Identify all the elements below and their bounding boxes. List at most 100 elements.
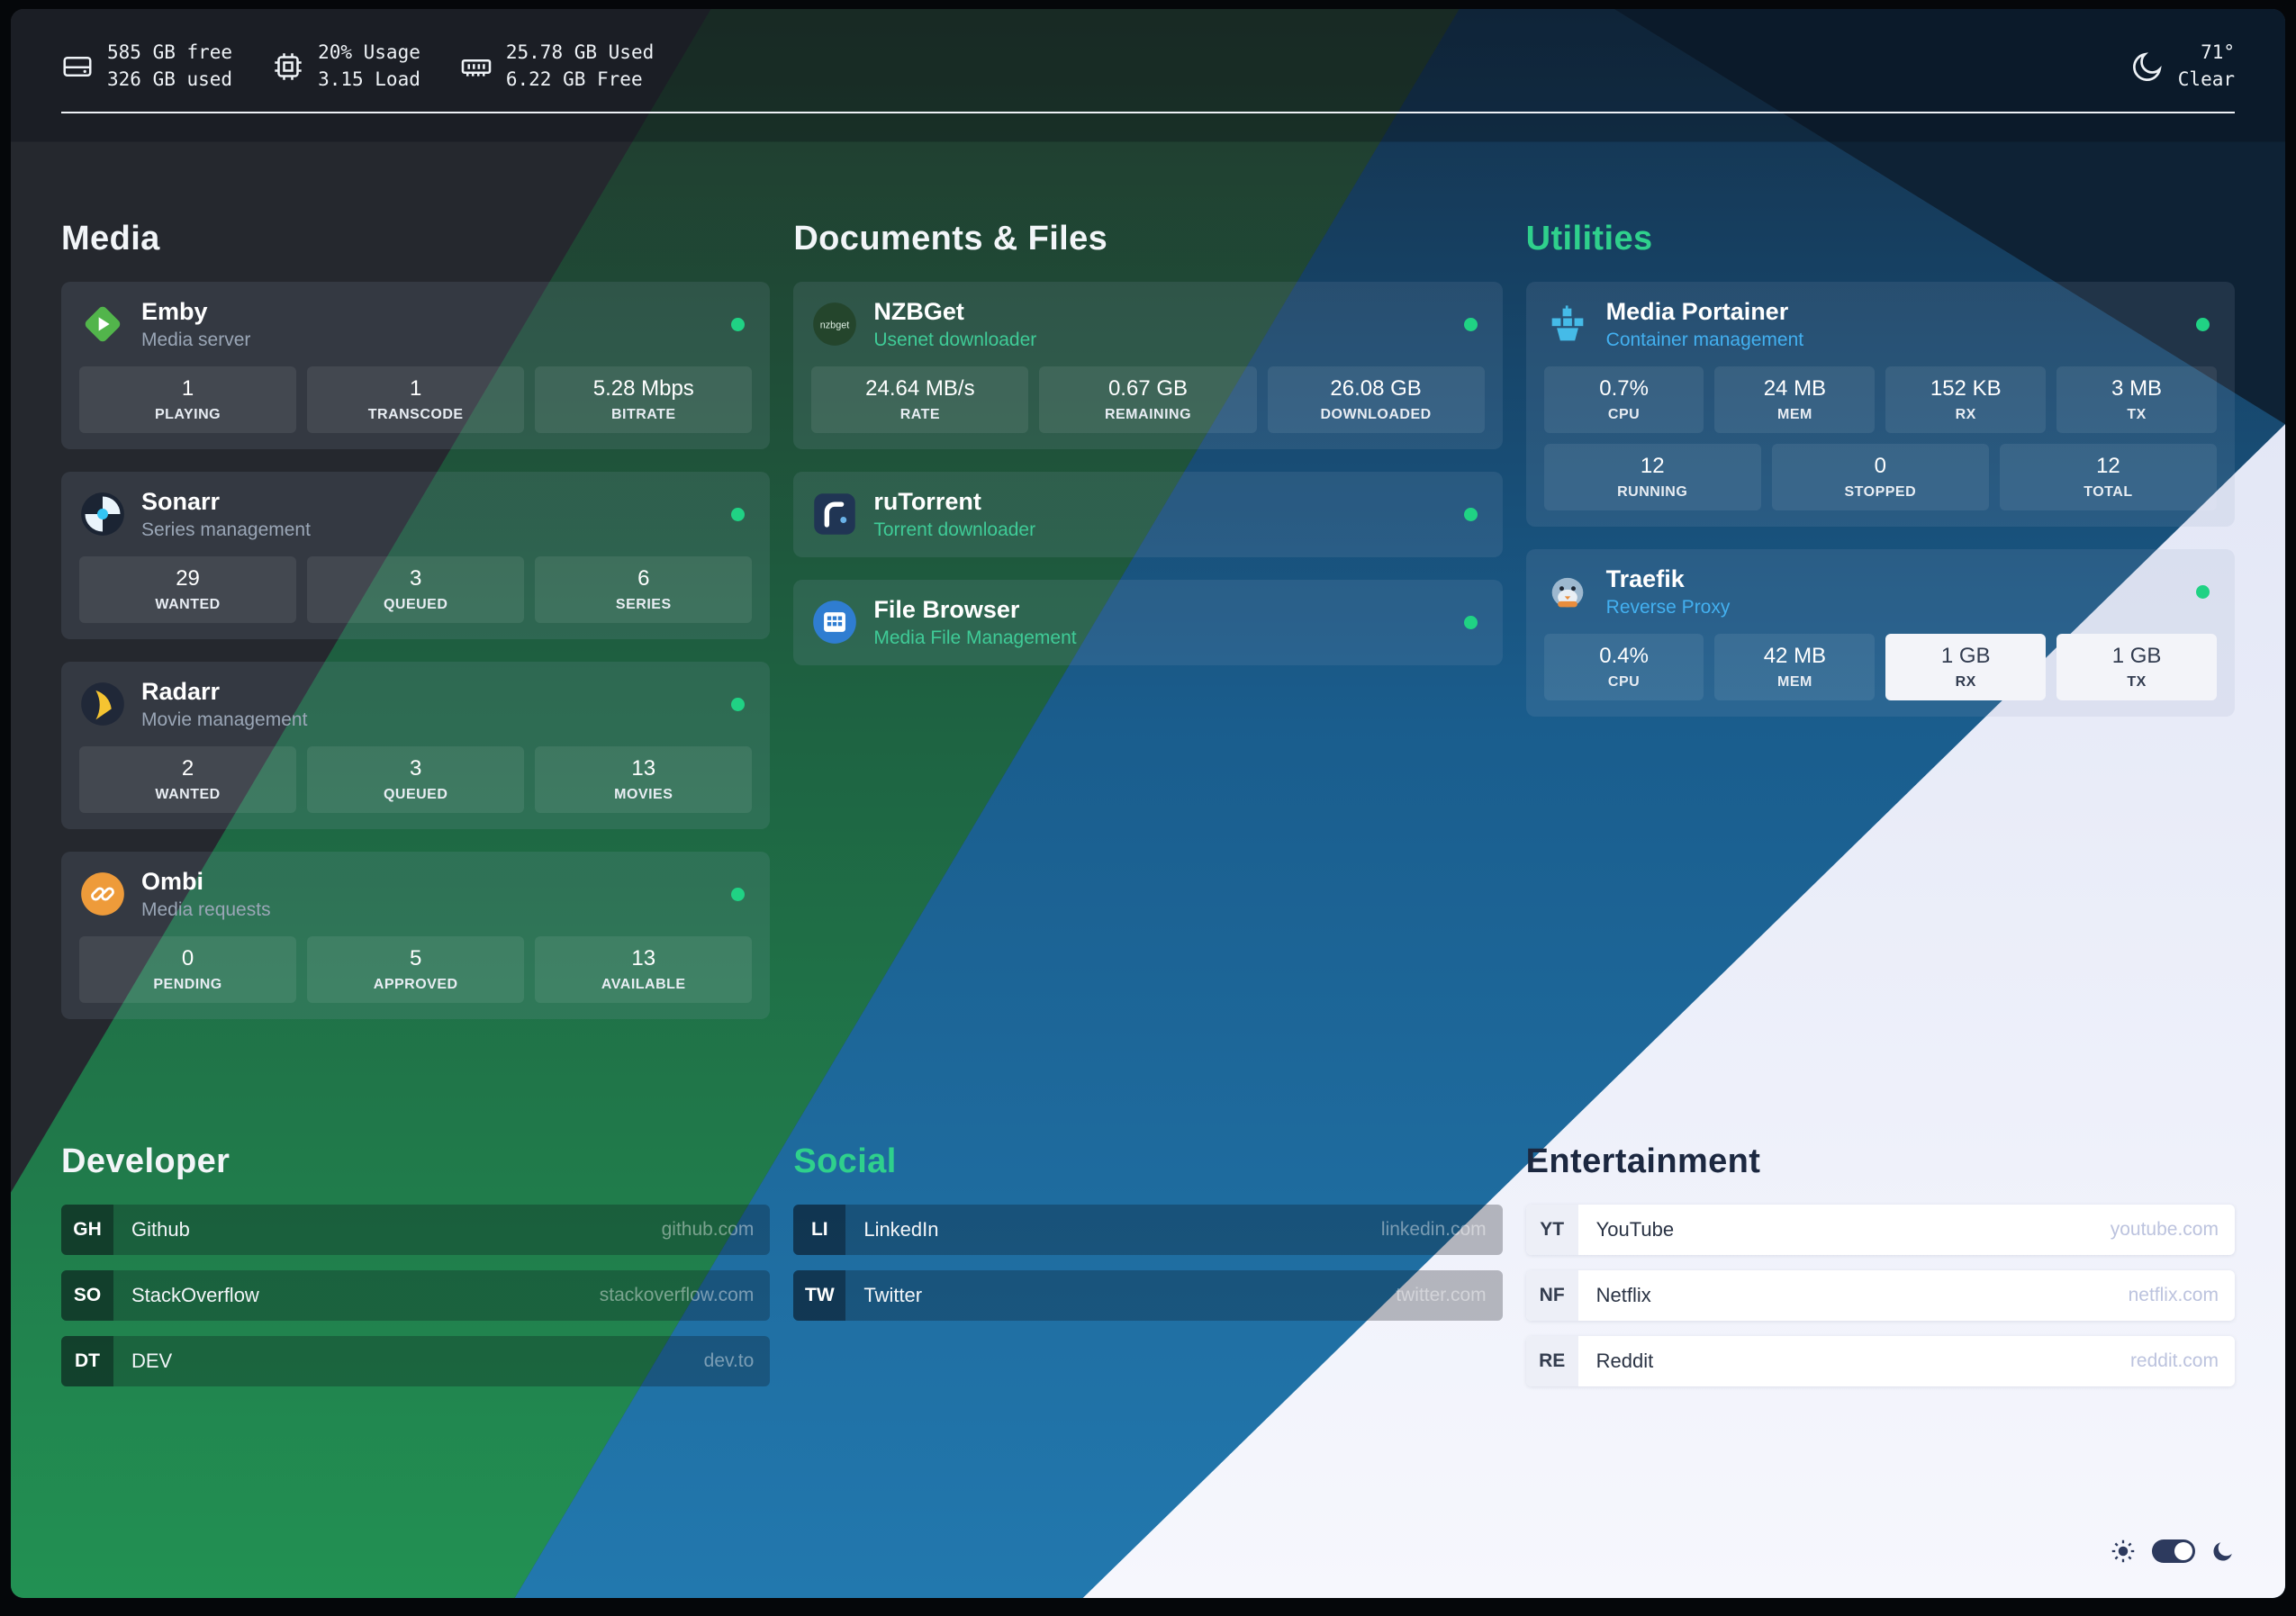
card-header: Emby Media server <box>79 298 752 351</box>
service-name: Sonarr <box>141 487 221 515</box>
service-titles: NZBGet Usenet downloader <box>873 298 1036 351</box>
stat-cpu: 0.7% CPU <box>1543 366 1704 433</box>
service-card-radarr[interactable]: Radarr Movie management 2 WANTED 3 QUEUED <box>61 661 771 829</box>
service-card-nzbget[interactable]: nzbget NZBGet Usenet downloader 24.64 MB… <box>793 281 1503 449</box>
link-tag: YT <box>1525 1204 1578 1255</box>
card-header: Ombi Media requests <box>79 868 752 921</box>
status-dot <box>1463 507 1478 521</box>
emby-icon <box>79 301 126 348</box>
link-name: Twitter <box>863 1283 923 1306</box>
service-card-portainer[interactable]: Media Portainer Container management 0.7… <box>1525 281 2235 527</box>
stats-row: 1 PLAYING 1 TRANSCODE 5.28 Mbps BITRATE <box>79 366 753 433</box>
link-dev[interactable]: DT DEV dev.to <box>61 1335 771 1386</box>
stat-stopped: 0 STOPPED <box>1771 443 1989 510</box>
link-url: stackoverflow.com <box>599 1284 755 1305</box>
link-reddit[interactable]: RE Reddit reddit.com <box>1525 1335 2235 1386</box>
link-tag: DT <box>61 1335 113 1386</box>
status-dot <box>731 887 746 901</box>
stat-movies: 13 MOVIES <box>535 745 753 813</box>
service-subtitle: Series management <box>141 519 311 540</box>
sections-grid: Media Emby Media server <box>61 220 2235 1402</box>
service-name: NZBGet <box>873 297 964 325</box>
section-developer: Developer GH Github github.com SO StackO… <box>61 1142 771 1402</box>
link-name: YouTube <box>1595 1217 1675 1241</box>
stat-transcode: 1 TRANSCODE <box>307 366 525 433</box>
memory-free-text: 6.22 GB Free <box>505 68 643 90</box>
link-twitter[interactable]: TW Twitter twitter.com <box>793 1269 1503 1321</box>
stats-row-2: 12 RUNNING 0 STOPPED 12 TOTAL <box>1543 443 2217 510</box>
service-card-filebrowser[interactable]: File Browser Media File Management <box>793 579 1503 665</box>
theme-controls <box>2111 1539 2235 1564</box>
card-header: Sonarr Series management <box>79 488 752 541</box>
link-url: netflix.com <box>2128 1284 2219 1305</box>
stat-remaining: 0.67 GB REMAINING <box>1039 366 1257 433</box>
service-subtitle: Media server <box>141 329 251 350</box>
filebrowser-icon <box>811 599 858 645</box>
link-stackoverflow[interactable]: SO StackOverflow stackoverflow.com <box>61 1269 771 1321</box>
moon-icon[interactable] <box>2211 1539 2235 1563</box>
sun-icon[interactable] <box>2111 1539 2136 1564</box>
radarr-icon <box>79 681 126 727</box>
stat-tx: 1 GB TX <box>2056 633 2217 700</box>
link-netflix[interactable]: NF Netflix netflix.com <box>1525 1269 2235 1321</box>
status-dot <box>2195 584 2210 599</box>
ombi-icon <box>79 871 126 917</box>
service-titles: Media Portainer Container management <box>1606 298 1803 351</box>
service-card-ombi[interactable]: Ombi Media requests 0 PENDING 5 APPROVED <box>61 851 771 1019</box>
service-titles: Radarr Movie management <box>141 678 307 731</box>
link-name: Github <box>131 1217 190 1241</box>
status-dot <box>731 317 746 331</box>
link-name: Netflix <box>1595 1283 1651 1306</box>
link-tag: TW <box>793 1269 846 1321</box>
section-media: Media Emby Media server <box>61 220 771 1042</box>
stat-wanted: 29 WANTED <box>79 555 297 623</box>
stat-mem: 42 MB MEM <box>1714 633 1876 700</box>
stat-playing: 1 PLAYING <box>79 366 297 433</box>
section-entertainment: Entertainment YT YouTube youtube.com NF … <box>1525 1142 2235 1402</box>
stat-approved: 5 APPROVED <box>307 935 525 1003</box>
service-titles: Sonarr Series management <box>141 488 311 541</box>
link-url: reddit.com <box>2129 1350 2219 1371</box>
theme-toggle[interactable] <box>2152 1539 2195 1563</box>
service-name: Media Portainer <box>1605 297 1789 325</box>
service-card-emby[interactable]: Emby Media server 1 PLAYING 1 TRANSCODE <box>61 281 771 449</box>
status-dot <box>1463 615 1478 629</box>
section-title-documents: Documents & Files <box>793 219 1108 257</box>
section-title-entertainment: Entertainment <box>1525 1142 1761 1180</box>
service-card-traefik[interactable]: Traefik Reverse Proxy 0.4% CPU 42 MB MEM <box>1525 548 2235 717</box>
card-header: Radarr Movie management <box>79 678 752 731</box>
disk-icon <box>61 50 94 83</box>
stat-running: 12 RUNNING <box>1543 443 1761 510</box>
section-documents: Documents & Files nzbget NZBGet Usenet d… <box>793 219 1503 1042</box>
link-tag: NF <box>1525 1269 1578 1321</box>
service-subtitle: Reverse Proxy <box>1605 596 1731 618</box>
card-header: ruTorrent Torrent downloader <box>811 488 1484 541</box>
stat-mem: 24 MB MEM <box>1714 366 1876 433</box>
stat-rx: 1 GB RX <box>1885 633 2047 700</box>
link-url: github.com <box>661 1218 755 1240</box>
cpu-usage-text: 20% Usage <box>318 41 420 63</box>
link-linkedin[interactable]: LI LinkedIn linkedin.com <box>793 1204 1503 1255</box>
memory-used-text: 25.78 GB Used <box>505 41 655 63</box>
service-titles: Emby Media server <box>141 298 250 351</box>
svg-text:nzbget: nzbget <box>820 320 850 330</box>
link-url: youtube.com <box>2110 1218 2219 1240</box>
disk-free-text: 585 GB free <box>107 41 233 63</box>
dashboard-content: 585 GB free 326 GB used 20% Usage 3.15 L… <box>11 9 2285 1598</box>
service-card-sonarr[interactable]: Sonarr Series management 29 WANTED 3 QUEUE… <box>61 471 771 639</box>
stat-tx: 3 MB TX <box>2056 366 2217 433</box>
status-dot <box>2195 317 2210 331</box>
stat-pending: 0 PENDING <box>79 935 297 1003</box>
portainer-icon <box>1544 301 1591 348</box>
service-card-rutorrent[interactable]: ruTorrent Torrent downloader <box>793 471 1503 557</box>
stat-downloaded: 26.08 GB DOWNLOADED <box>1267 366 1485 433</box>
link-github[interactable]: GH Github github.com <box>61 1204 771 1255</box>
rutorrent-icon <box>811 491 858 537</box>
link-youtube[interactable]: YT YouTube youtube.com <box>1525 1204 2235 1255</box>
link-url: linkedin.com <box>1380 1218 1487 1240</box>
weather-condition: Clear <box>2177 68 2235 90</box>
stat-rx: 152 KB RX <box>1885 366 2047 433</box>
stat-series: 6 SERIES <box>535 555 753 623</box>
weather-temperature: 71° <box>2201 41 2235 63</box>
disk-used-text: 326 GB used <box>107 68 233 90</box>
